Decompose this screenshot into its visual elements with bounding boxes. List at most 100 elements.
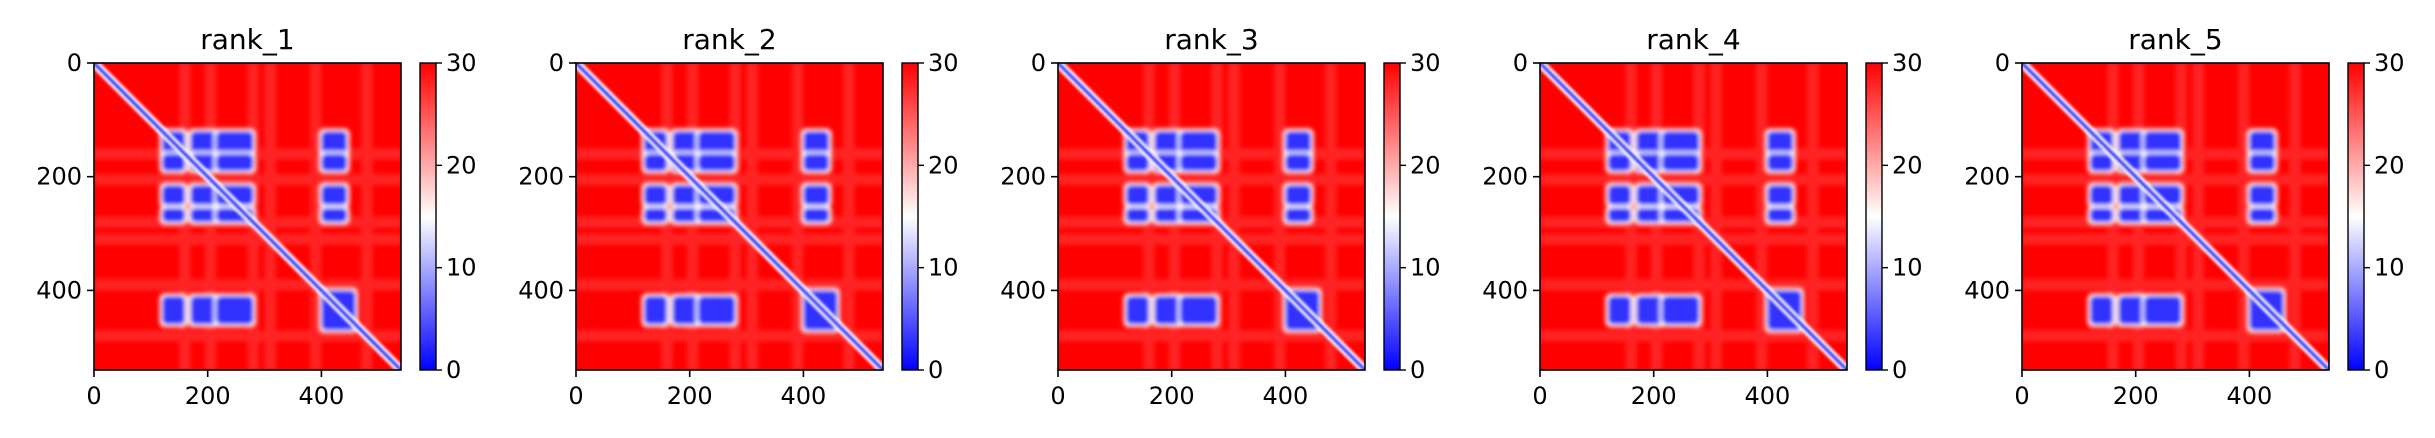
contact-block [2118,296,2145,325]
x-tick-label: 200 [1149,382,1195,410]
diagonal-line [2022,63,2329,370]
heatmap-stripe [94,233,401,245]
colorbar-tick-label: 30 [2374,49,2405,77]
contact-block [321,207,347,223]
panel-title: rank_1 [200,23,294,56]
axes-frame [93,62,402,371]
contact-block [321,153,347,172]
axes-frame [1057,62,1366,371]
heatmap-stripe [792,63,804,370]
colorbar [1866,63,1882,370]
x-tick-label: 400 [1745,382,1791,410]
heatmap-stripe [2022,279,2329,291]
contact-block [190,207,217,223]
contact-block [672,296,699,325]
colorbar [902,63,918,370]
heatmap-panel-1: rank_1 0 200 400 0 200 400 0 10 20 30 [36,23,476,410]
contact-block [1636,131,1663,154]
heatmap-image [2022,63,2329,370]
x-tick-label: 400 [1263,382,1309,410]
panel-title: rank_3 [1164,23,1258,56]
heatmap-image [1540,63,1847,370]
y-tick-label: 400 [1482,276,1528,304]
colorbar [420,63,436,370]
colorbar-tick-label: 30 [928,49,959,77]
contact-block [2249,207,2275,223]
contact-block [644,185,667,206]
contact-block [1636,207,1663,223]
contact-block [644,153,667,172]
contact-block [2090,153,2113,172]
diagonal [1058,63,1365,370]
colorbar-frame [901,62,919,371]
y-tick-label: 200 [1964,163,2010,191]
contact-block [190,131,217,154]
contact-block [2090,207,2113,223]
contact-block [190,296,217,325]
contact-block [698,296,736,325]
heatmap-stripe [576,279,883,291]
contact-block [162,207,185,223]
heatmap-stripe [746,63,758,370]
contact-block [1608,207,1631,223]
contact-block [2090,296,2113,325]
y-tick-label: 200 [1000,163,1046,191]
contact-block [1636,185,1663,206]
contact-block [803,185,829,206]
heatmap-stripe [94,279,401,291]
contact-block [1180,296,1218,325]
contact-block [1154,185,1181,206]
contact-block [1154,296,1181,325]
heatmap-stripe [1710,63,1722,370]
colorbar-tick-label: 0 [1892,356,1907,384]
contact-block [190,185,217,206]
contact-block [1285,153,1311,172]
colorbar-tick-label: 20 [446,151,477,179]
y-tick-label: 0 [1031,49,1046,77]
panel-title: rank_2 [682,23,776,56]
contact-block [2249,131,2275,154]
colorbar-tick-label: 20 [1892,151,1923,179]
y-tick-label: 400 [36,276,82,304]
contact-block [1662,131,1700,154]
contact-block [1767,185,1793,206]
contact-blocks [1123,128,1323,334]
x-tick-label: 400 [299,382,345,410]
heatmap-panel-2: rank_2 0 200 400 0 200 400 0 10 20 30 [518,23,958,410]
contact-block [644,207,667,223]
contact-block [1662,153,1700,172]
diagonal [1540,63,1847,370]
colorbar-tick-label: 20 [928,151,959,179]
contact-block [1285,131,1311,154]
heatmap-panel-4: rank_4 0 200 400 0 200 400 0 10 20 30 [1482,23,1922,410]
x-tick-label: 200 [667,382,713,410]
colorbar-tick-label: 10 [1410,254,1441,282]
y-tick-label: 0 [549,49,564,77]
contact-block [162,296,185,325]
contact-block [1767,131,1793,154]
x-tick-label: 400 [2227,382,2273,410]
x-tick-label: 200 [2113,382,2159,410]
contact-block [2118,185,2145,206]
contact-block [1126,153,1149,172]
heatmap-image [1058,63,1365,370]
contact-block [803,131,829,154]
contact-block [162,153,185,172]
heatmap-stripe [1325,63,1337,370]
colorbar-tick-label: 0 [928,356,943,384]
colorbar-tick-label: 0 [446,356,461,384]
colorbar-frame [1383,62,1401,371]
y-tick-label: 200 [518,163,564,191]
contact-block [1180,131,1218,154]
contact-block [1608,153,1631,172]
diagonal [576,63,883,370]
contact-block [644,296,667,325]
x-tick-label: 0 [86,382,101,410]
contact-block [1767,207,1793,223]
x-tick-label: 0 [568,382,583,410]
contact-block [2118,131,2145,154]
y-tick-label: 200 [1482,163,1528,191]
contact-block [216,296,254,325]
heatmap-image [94,63,401,370]
